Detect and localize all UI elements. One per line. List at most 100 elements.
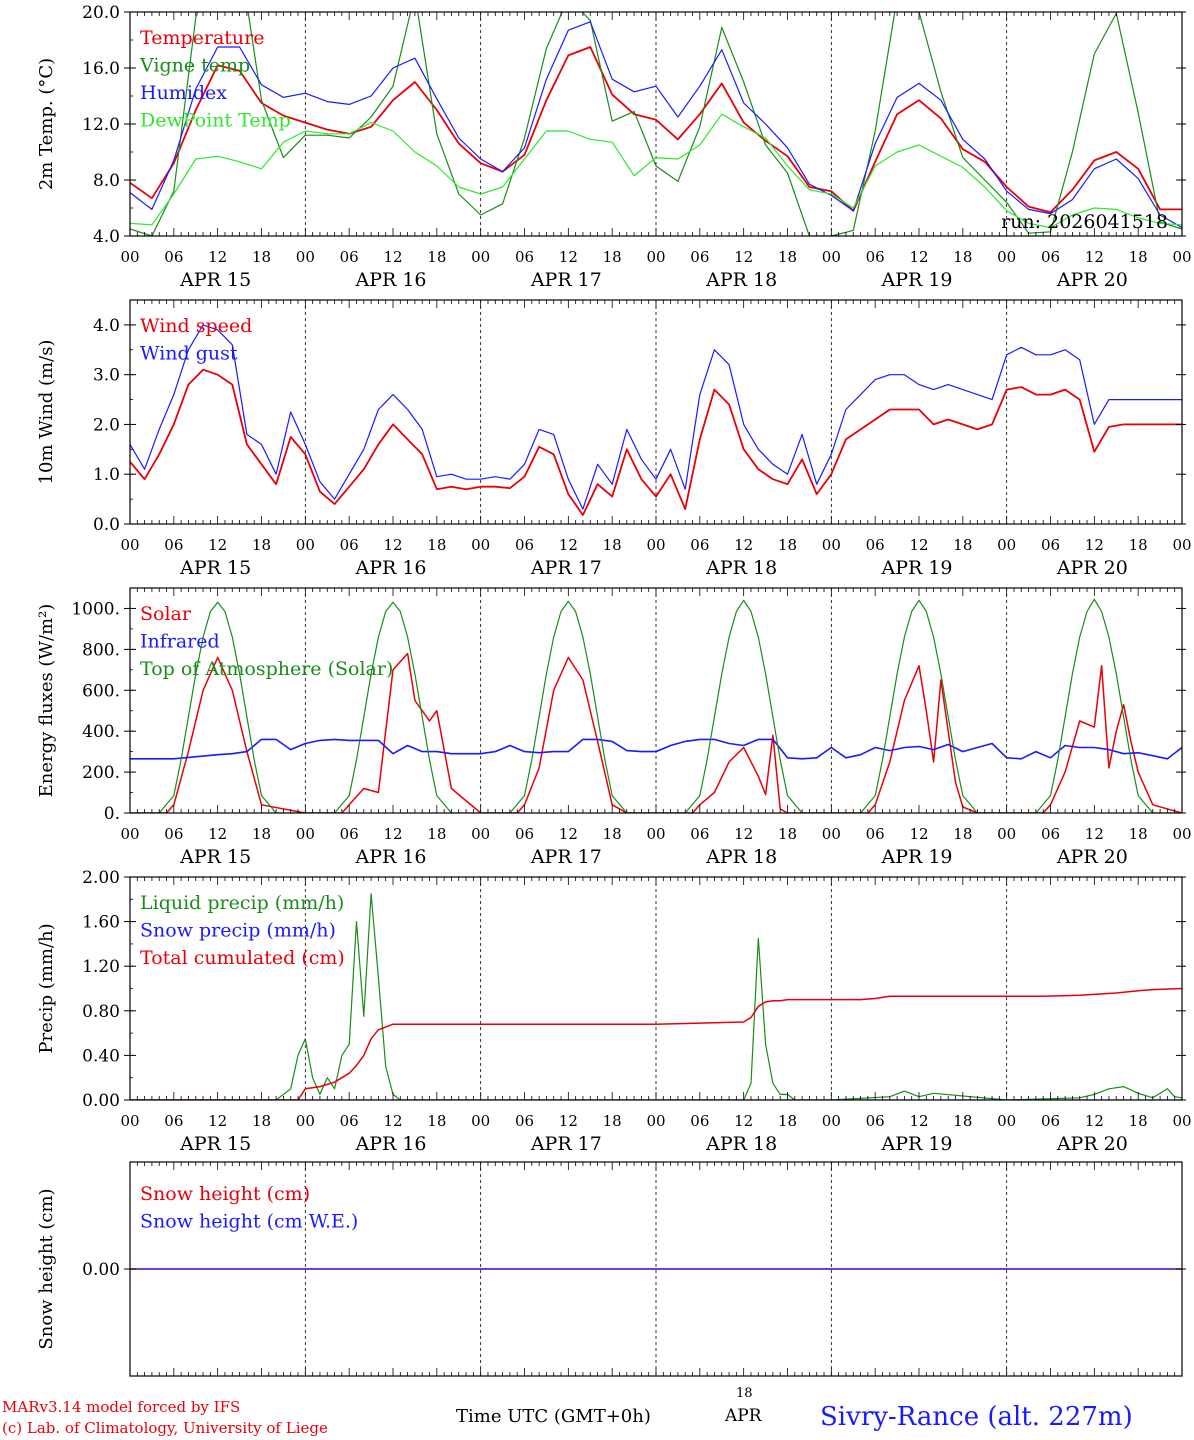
day-label: APR 16 [354, 557, 426, 579]
day-label: APR 18 [705, 557, 777, 579]
panel-frame [129, 587, 1183, 814]
hour-tick-label: 18 [427, 248, 446, 266]
series-line-infrared [130, 738, 1182, 760]
hour-tick-label: 18 [427, 1112, 446, 1130]
series-line-vigne-temp [130, 12, 1182, 236]
hour-tick-label: 06 [866, 536, 885, 554]
hour-tick-label: 00 [1172, 1112, 1191, 1130]
y-tick-label: 4.0 [93, 227, 120, 247]
hour-tick-label: 06 [1041, 1112, 1060, 1130]
y-tick-label: 1.20 [82, 957, 120, 977]
hour-tick-label: 18 [953, 1112, 972, 1130]
series-line-solar [130, 652, 1182, 813]
hour-tick-label: 00 [120, 536, 139, 554]
panel-frame [129, 299, 1183, 525]
y-tick-label: 2.0 [93, 415, 120, 435]
series-line-temperature [130, 46, 1182, 214]
legend-item: Temperature [140, 27, 264, 49]
day-label: APR 16 [354, 1133, 426, 1155]
hour-tick-label: 12 [208, 1112, 227, 1130]
series-line-dewpoint-temp [130, 113, 1182, 229]
run-label: run: 2026041518 [1001, 211, 1168, 233]
series-group [130, 324, 1182, 516]
hour-tick-label: 18 [1129, 825, 1148, 843]
date-marker-day: 18 [736, 1386, 753, 1401]
day-label: APR 17 [530, 557, 602, 579]
series-line-wind-gust [130, 324, 1182, 510]
hour-tick-label: 12 [1085, 248, 1104, 266]
hour-tick-label: 00 [120, 248, 139, 266]
hour-tick-label: 18 [1129, 1112, 1148, 1130]
hour-tick-label: 00 [646, 1112, 665, 1130]
legend-item: Humidex [140, 82, 227, 104]
hour-tick-label: 06 [1041, 825, 1060, 843]
y-tick-label: 0.0 [93, 515, 120, 535]
day-label: APR 15 [179, 1133, 251, 1155]
hour-tick-label: 06 [515, 825, 534, 843]
y-tick-label: 4.0 [93, 316, 120, 336]
hour-tick-label: 18 [427, 825, 446, 843]
hour-tick-label: 12 [1085, 825, 1104, 843]
hour-tick-label: 18 [252, 825, 271, 843]
hour-tick-label: 00 [822, 825, 841, 843]
hour-tick-label: 06 [340, 825, 359, 843]
hour-tick-label: 12 [383, 536, 402, 554]
legend-item: Top of Atmosphere (Solar) [140, 658, 393, 680]
day-label: APR 16 [354, 269, 426, 291]
day-label: APR 19 [880, 557, 952, 579]
hour-tick-label: 00 [822, 536, 841, 554]
legend-item: Total cumulated (cm) [140, 947, 345, 969]
y-tick-label: 8.0 [93, 171, 120, 191]
hour-tick-label: 00 [471, 248, 490, 266]
y-tick-label: 800. [82, 640, 120, 660]
date-marker-month: APR [725, 1406, 762, 1426]
hour-tick-label: 00 [646, 536, 665, 554]
day-label: APR 20 [1056, 269, 1128, 291]
hour-tick-label: 12 [734, 1112, 753, 1130]
series-group [130, 598, 1182, 813]
y-tick-label: 1.60 [82, 913, 120, 933]
hour-tick-label: 06 [1041, 536, 1060, 554]
y-tick-label: 3.0 [93, 366, 120, 386]
hour-tick-label: 18 [603, 536, 622, 554]
panel-2: 0.0 1.0 2.0 3.0 4.0 10m Wind (m/s) 00 06 12 18 00 0… [36, 299, 1192, 579]
y-tick-label: 12.0 [82, 115, 120, 135]
y-axis-label: Snow height (cm) [36, 1188, 57, 1349]
legend-item: Vigne temp [139, 55, 250, 77]
day-label: APR 17 [530, 1133, 602, 1155]
y-tick-label: 200. [82, 763, 120, 783]
day-label: APR 20 [1056, 846, 1128, 868]
hour-tick-label: 18 [252, 1112, 271, 1130]
day-label: APR 18 [705, 846, 777, 868]
y-tick-label: 0. [104, 804, 120, 824]
day-label: APR 20 [1056, 557, 1128, 579]
hour-tick-label: 06 [690, 825, 709, 843]
hour-tick-label: 12 [909, 825, 928, 843]
hour-tick-label: 00 [997, 536, 1016, 554]
legend-item: Liquid precip (mm/h) [140, 892, 344, 914]
hour-tick-label: 00 [1172, 825, 1191, 843]
y-tick-label: 20.0 [82, 3, 120, 23]
y-tick-label: 600. [82, 681, 120, 701]
hour-tick-label: 06 [515, 1112, 534, 1130]
legend-item: Snow height (cm) [140, 1183, 310, 1205]
panel-1: 4.0 8.0 12.0 16.0 20.0 2m Temp. (°C) 00 06 12 18 0… [36, 3, 1192, 291]
legend-item: Solar [140, 603, 192, 625]
hour-tick-label: 06 [340, 248, 359, 266]
hour-tick-label: 00 [1172, 248, 1191, 266]
hour-tick-label: 06 [340, 1112, 359, 1130]
hour-tick-label: 12 [208, 825, 227, 843]
hour-tick-label: 12 [909, 536, 928, 554]
hour-tick-label: 18 [953, 825, 972, 843]
y-tick-label: 0.00 [82, 1260, 120, 1280]
hour-tick-label: 18 [778, 248, 797, 266]
day-label: APR 19 [880, 269, 952, 291]
lab-credit: (c) Lab. of Climatology, University of L… [2, 1419, 328, 1437]
panel-3: 0. 200. 400. 600. 800. 1000. Energy fluxes (W/… [36, 587, 1192, 868]
y-axis-label: 2m Temp. (°C) [36, 58, 57, 190]
hour-tick-label: 18 [778, 536, 797, 554]
day-label: APR 15 [179, 269, 251, 291]
hour-tick-label: 00 [822, 1112, 841, 1130]
